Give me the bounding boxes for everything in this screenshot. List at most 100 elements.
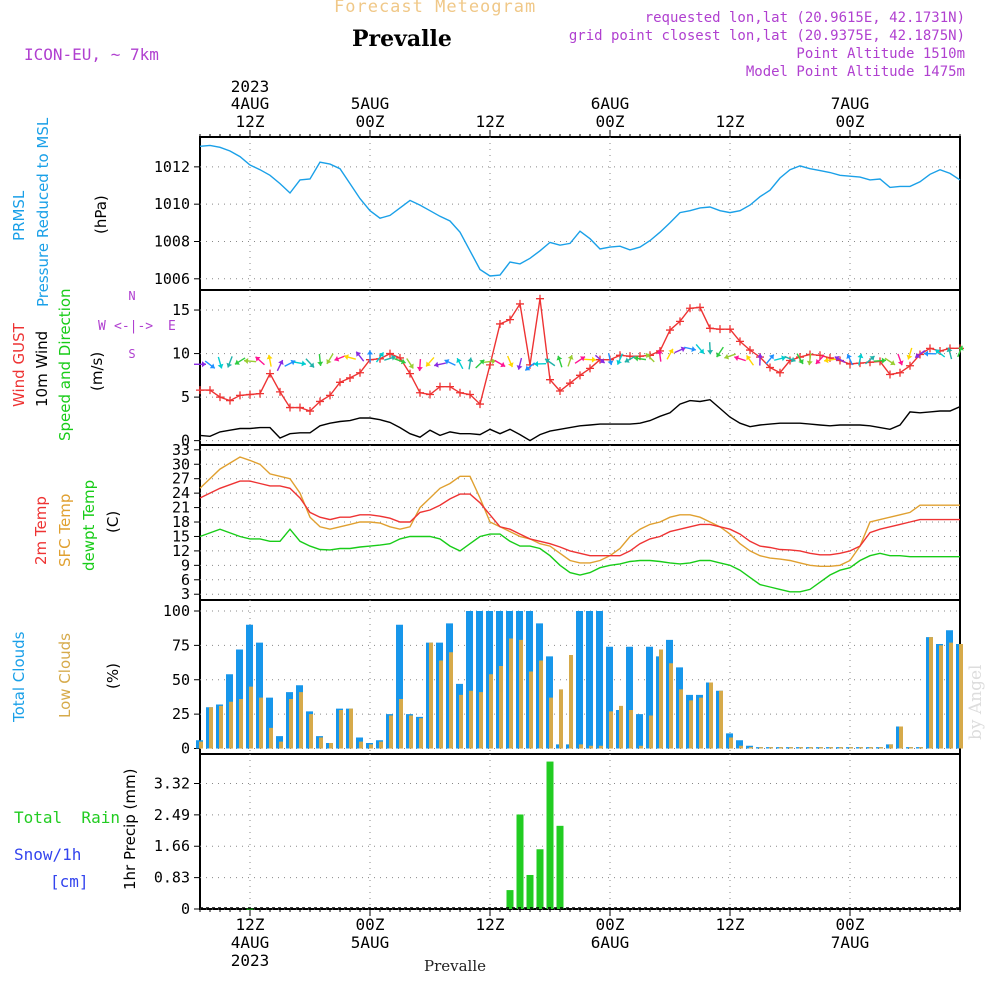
low-cloud-bar <box>229 701 233 749</box>
gust-point <box>246 390 254 399</box>
gust-point <box>566 379 574 388</box>
low-cloud-bar <box>669 663 673 749</box>
wind-arrow-head <box>525 365 531 371</box>
requested-coords: requested lon,lat (20.9615E, 42.1731N) <box>644 10 965 26</box>
top-hour-label: 12Z <box>476 112 505 131</box>
total-cloud-bar <box>636 714 643 749</box>
gust-point <box>356 368 364 377</box>
wind-arrow <box>666 348 674 360</box>
wind-arrow-head <box>556 355 563 361</box>
wind-arrow-head <box>591 356 596 363</box>
gust-point <box>696 303 704 312</box>
wind-arrow <box>934 349 946 358</box>
wind-arrow <box>914 349 926 359</box>
wind-arrow <box>607 353 614 366</box>
wind-arrow-head <box>500 361 506 368</box>
gust-point <box>716 325 724 334</box>
wind-arrow <box>507 355 514 368</box>
low-cloud-bar <box>389 715 393 749</box>
wind-arrow-head <box>869 356 875 361</box>
wind-arrow <box>475 359 485 369</box>
gust-point <box>446 382 454 391</box>
rain-bar <box>556 825 564 909</box>
total-cloud-bar <box>576 611 583 749</box>
wind-arrow <box>433 361 447 368</box>
rain-bar <box>546 761 554 909</box>
wind-arrow-head <box>244 357 249 364</box>
prmsl-unit: (hPa) <box>92 195 110 234</box>
wind-arrow-head <box>408 363 414 369</box>
wind-arrow-head <box>326 358 332 364</box>
wind-arrow-head <box>202 361 206 368</box>
wind-arrow-head <box>309 362 315 368</box>
low-cloud-bar <box>519 639 523 749</box>
wind-arrow <box>774 355 786 362</box>
top-day-label: 6AUG <box>591 94 630 113</box>
y-tick-label: 1012 <box>154 158 190 176</box>
y-tick-label: 10 <box>172 345 190 363</box>
wind-arrow-head <box>479 359 485 365</box>
gust-point <box>676 317 684 326</box>
compass-e: E <box>168 319 176 334</box>
gust-point <box>896 368 904 377</box>
low-cloud-bar <box>739 745 743 749</box>
precip-axis-label: 1hr Precip (mm) <box>121 768 139 890</box>
wind-arrow-head <box>680 346 686 353</box>
wind-arrow <box>957 345 964 358</box>
y-tick-label: 27 <box>172 470 190 488</box>
wind-arrow-head <box>567 355 574 360</box>
top-year-label: 2023 <box>231 77 270 96</box>
wind-arrow-head <box>516 365 523 370</box>
wind-arrow <box>467 357 474 370</box>
low-cloud-bar <box>779 747 783 749</box>
bottom-hour-label: 00Z <box>356 915 385 934</box>
gust-point <box>706 324 714 333</box>
wind-arrow <box>734 355 746 362</box>
y-tick-label: 0 <box>181 432 190 450</box>
wind-arrow-head <box>416 366 423 372</box>
wind-arrow-head <box>857 353 864 359</box>
bottom-year-label: 2023 <box>231 951 270 970</box>
wind10-label: 10m Wind <box>33 330 51 407</box>
top-day-label: 4AUG <box>231 94 270 113</box>
gust-point <box>586 364 594 373</box>
y-tick-label: 100 <box>163 602 190 620</box>
grid-pressure <box>194 137 960 290</box>
low-cloud-bar <box>259 697 263 749</box>
wind-arrow-head <box>234 359 240 365</box>
low-cloud-bar <box>279 741 283 749</box>
gust-point <box>496 319 504 328</box>
wind-arrow <box>567 354 574 367</box>
low-cloud-bar <box>709 682 713 749</box>
low-cloud-bar <box>409 715 413 749</box>
temp2m-label: 2m Temp <box>32 496 50 565</box>
gust-point <box>266 369 274 378</box>
top-day-label: 5AUG <box>351 94 390 113</box>
model-label: ICON-EU, ~ 7km <box>24 45 159 64</box>
gust-point <box>776 368 784 377</box>
total-cloud-bar <box>586 611 593 749</box>
y-tick-label: 2.49 <box>154 806 190 824</box>
low-cloud-bar <box>319 737 323 749</box>
wind-arrow-head <box>716 352 722 358</box>
wind-arrow-head <box>906 354 913 360</box>
wind-arrow <box>344 354 356 360</box>
wind-arrow-head <box>266 354 273 360</box>
wind-arrow-head <box>344 354 349 360</box>
wind-arrow-head <box>815 358 821 364</box>
wind-arrow <box>784 355 796 363</box>
y-tick-label: 1010 <box>154 195 190 213</box>
bottom-hour-label: 12Z <box>476 915 505 934</box>
wind-arrow-head <box>634 355 639 362</box>
bottom-day-label: 7AUG <box>831 933 870 952</box>
y-tick-label: 9 <box>181 556 190 574</box>
wind-arrow <box>194 361 206 368</box>
wind-arrow-head <box>579 356 585 362</box>
gust-point <box>316 397 324 406</box>
total-cloud-bar <box>736 740 743 749</box>
wind-arrow <box>217 356 224 369</box>
wind-arrow <box>683 346 697 352</box>
wind-arrow <box>765 354 775 365</box>
wind-arrow-head <box>790 356 796 363</box>
low-cloud-bar <box>659 649 663 749</box>
